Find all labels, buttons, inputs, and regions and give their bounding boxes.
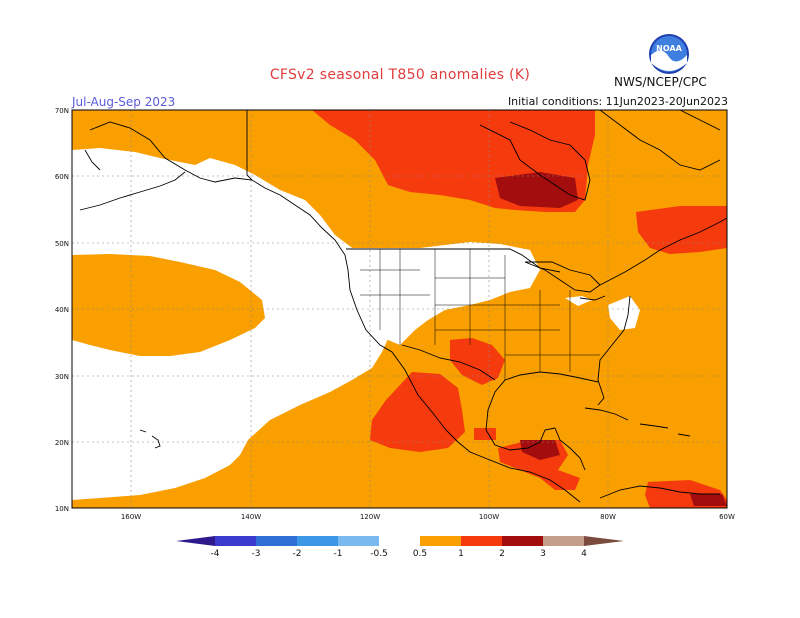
- noaa-logo-icon: NOAA: [649, 34, 689, 74]
- colorbar-segment: [502, 536, 543, 546]
- lat-label: 20N: [55, 439, 69, 447]
- neutral-region-west-us: [348, 242, 540, 345]
- hot-region-central-america: [498, 440, 580, 490]
- lat-label: 60N: [55, 173, 69, 181]
- lon-label: 160W: [121, 513, 141, 521]
- colorbar-label: 1: [458, 549, 464, 559]
- colorbar-label: 3: [540, 549, 546, 559]
- colorbar: -4 -3 -2 -1 -0.5 0.5 1 2 3 4: [176, 536, 624, 559]
- svg-text:NOAA: NOAA: [656, 44, 682, 53]
- map-title: CFSv2 seasonal T850 anomalies (K): [269, 67, 531, 83]
- hot-region-gulf-small: [474, 428, 496, 440]
- colorbar-label: 0.5: [413, 549, 427, 559]
- very-hot-patch-central-america: [520, 440, 560, 460]
- lat-label: 10N: [55, 505, 69, 513]
- warm-blob-pacific: [72, 254, 265, 356]
- colorbar-segment: [176, 536, 215, 546]
- map-frame: [71, 109, 728, 509]
- agency-label: NWS/NCEP/CPC: [614, 75, 707, 89]
- very-hot-patch-canada: [495, 172, 578, 208]
- colorbar-segment: [461, 536, 502, 546]
- colorbar-label: -2: [293, 549, 302, 559]
- anomaly-fill-layer: [72, 110, 727, 508]
- neutral-region-atlantic-coast: [608, 296, 640, 330]
- hot-region-mexico: [370, 372, 465, 452]
- lon-label: 100W: [479, 513, 499, 521]
- colorbar-segment: [338, 536, 379, 546]
- colorbar-label: -4: [211, 549, 220, 559]
- colorbar-segment: [215, 536, 256, 546]
- colorbar-label: -0.5: [370, 549, 388, 559]
- colorbar-segment: [297, 536, 338, 546]
- initial-conditions-label: Initial conditions: 11Jun2023-20Jun2023: [507, 95, 728, 108]
- lon-label: 140W: [241, 513, 261, 521]
- colorbar-label: 4: [581, 549, 587, 559]
- season-label: Jul-Aug-Sep 2023: [72, 95, 176, 109]
- colorbar-segment: [256, 536, 297, 546]
- colorbar-label: -3: [252, 549, 261, 559]
- lat-label: 40N: [55, 306, 69, 314]
- lat-label: 70N: [55, 107, 69, 115]
- colorbar-segment: [379, 536, 420, 546]
- hot-region-sw-us: [450, 338, 505, 385]
- very-hot-patch-south-america: [690, 494, 727, 506]
- hot-region-labrador: [636, 206, 727, 254]
- state-borders-layer: [360, 249, 600, 380]
- lat-label: 30N: [55, 373, 69, 381]
- lat-lon-grid: [72, 110, 727, 508]
- lat-label: 50N: [55, 240, 69, 248]
- colorbar-label: -1: [334, 549, 343, 559]
- colorbar-label: 2: [499, 549, 505, 559]
- lon-label: 120W: [360, 513, 380, 521]
- latitude-labels: 70N 60N 50N 40N 30N 20N 10N: [55, 107, 69, 513]
- lon-label: 80W: [600, 513, 616, 521]
- colorbar-segment: [584, 536, 624, 546]
- lon-label: 60W: [719, 513, 735, 521]
- colorbar-segment: [543, 536, 584, 546]
- coastline-layer: [79, 110, 727, 503]
- colorbar-segment: [420, 536, 461, 546]
- longitude-labels: 160W 140W 120W 100W 80W 60W: [121, 513, 735, 521]
